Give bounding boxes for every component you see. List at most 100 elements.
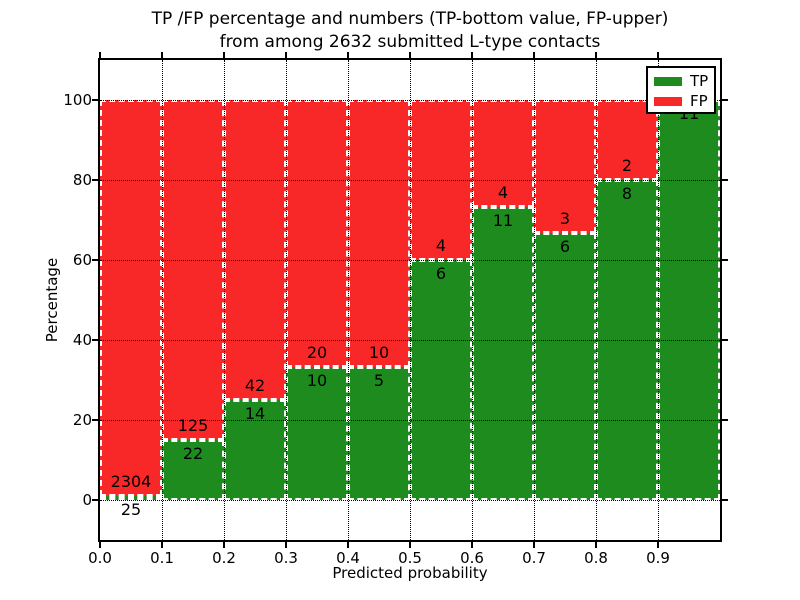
x-tick-label: 0.8 bbox=[584, 549, 608, 567]
chart-title-line2: from among 2632 submitted L-type contact… bbox=[219, 32, 601, 52]
y-tick-mark-right bbox=[720, 499, 728, 501]
fp-count-label: 4 bbox=[497, 182, 509, 202]
fp-count-label: 4 bbox=[435, 236, 447, 255]
y-tick-label: 40 bbox=[72, 331, 92, 349]
x-tick-label: 0.1 bbox=[150, 549, 174, 567]
x-tick-label: 0.3 bbox=[274, 549, 298, 567]
x-axis-label: Predicted probability bbox=[332, 564, 488, 582]
bar-segment-fp bbox=[596, 100, 658, 180]
x-tick-mark-top bbox=[471, 52, 473, 60]
fp-color-swatch bbox=[654, 96, 682, 106]
x-tick-mark-top bbox=[347, 52, 349, 60]
y-tick-mark-right bbox=[720, 179, 728, 181]
bar-segment-tp bbox=[348, 366, 410, 500]
y-tick-mark-right bbox=[720, 339, 728, 341]
x-tick-mark-top bbox=[533, 52, 535, 60]
bar-segment-tp bbox=[100, 495, 162, 500]
x-tick-mark-top bbox=[223, 52, 225, 60]
y-tick-mark-left bbox=[92, 259, 100, 261]
fp-count-label: 3 bbox=[559, 209, 571, 229]
tp-count-label: 6 bbox=[559, 237, 571, 257]
legend: TP FP bbox=[646, 66, 716, 114]
bar-segment-fp bbox=[162, 100, 224, 441]
vertical-gridline bbox=[596, 60, 597, 540]
x-tick-label: 0.4 bbox=[336, 549, 360, 567]
y-tick-mark-left bbox=[92, 99, 100, 101]
x-tick-mark-bottom bbox=[285, 540, 287, 548]
vertical-gridline bbox=[534, 60, 535, 540]
x-tick-label: 0.6 bbox=[460, 549, 484, 567]
legend-label-fp: FP bbox=[690, 92, 708, 110]
y-tick-mark-left bbox=[92, 419, 100, 421]
y-tick-mark-right bbox=[720, 419, 728, 421]
x-tick-mark-bottom bbox=[409, 540, 411, 548]
chart-title-line1: TP /FP percentage and numbers (TP-bottom… bbox=[151, 9, 669, 29]
tp-count-label: 11 bbox=[492, 210, 514, 230]
x-tick-mark-top bbox=[285, 52, 287, 60]
tp-count-label: 10 bbox=[306, 370, 328, 390]
bar-segment-tp bbox=[534, 233, 596, 500]
vertical-gridline bbox=[658, 60, 659, 540]
y-tick-mark-right bbox=[720, 259, 728, 261]
x-tick-label: 0.0 bbox=[88, 549, 112, 567]
x-tick-mark-top bbox=[595, 52, 597, 60]
bar-segment-tp bbox=[162, 440, 224, 500]
x-tick-mark-bottom bbox=[99, 540, 101, 548]
fp-count-label: 2304 bbox=[110, 471, 152, 491]
bar-segment-fp bbox=[534, 100, 596, 234]
x-tick-mark-bottom bbox=[471, 540, 473, 548]
y-tick-mark-left bbox=[92, 339, 100, 341]
y-tick-label: 0 bbox=[82, 491, 92, 509]
vertical-gridline bbox=[224, 60, 225, 540]
tp-count-label: 6 bbox=[435, 264, 447, 283]
tp-count-label: 8 bbox=[621, 184, 633, 203]
tp-count-label: 5 bbox=[373, 370, 385, 390]
legend-item-tp: TP bbox=[654, 71, 708, 91]
tp-count-label: 22 bbox=[182, 444, 204, 464]
x-tick-mark-top bbox=[409, 52, 411, 60]
bar-segment-tp bbox=[224, 400, 286, 500]
x-tick-mark-bottom bbox=[533, 540, 535, 548]
bar-segment-fp bbox=[472, 100, 534, 207]
vertical-gridline bbox=[162, 60, 163, 540]
vertical-gridline bbox=[410, 60, 411, 540]
bar-segment-fp bbox=[348, 100, 410, 367]
x-tick-label: 0.7 bbox=[522, 549, 546, 567]
bar-segment-tp bbox=[472, 206, 534, 500]
legend-label-tp: TP bbox=[690, 72, 709, 90]
vertical-gridline bbox=[472, 60, 473, 540]
tp-color-swatch bbox=[654, 76, 682, 86]
fp-count-label: 125 bbox=[177, 416, 209, 436]
legend-item-fp: FP bbox=[654, 91, 708, 111]
y-tick-label: 100 bbox=[63, 91, 92, 109]
y-tick-label: 60 bbox=[72, 251, 92, 269]
x-tick-label: 0.9 bbox=[646, 549, 670, 567]
x-tick-mark-top bbox=[657, 52, 659, 60]
x-tick-mark-bottom bbox=[161, 540, 163, 548]
bar-segment-fp bbox=[286, 100, 348, 367]
bar-segment-tp bbox=[410, 260, 472, 500]
tp-count-label: 25 bbox=[120, 499, 142, 519]
bar-segment-fp bbox=[224, 100, 286, 400]
x-tick-mark-top bbox=[161, 52, 163, 60]
x-tick-label: 0.2 bbox=[212, 549, 236, 567]
bar-segment-fp bbox=[100, 100, 162, 496]
x-tick-mark-top bbox=[99, 52, 101, 60]
x-tick-mark-bottom bbox=[223, 540, 225, 548]
fp-count-label: 20 bbox=[306, 342, 328, 362]
y-tick-label: 20 bbox=[72, 411, 92, 429]
vertical-gridline bbox=[348, 60, 349, 540]
bar-segment-tp bbox=[286, 366, 348, 500]
y-tick-mark-left bbox=[92, 179, 100, 181]
fp-count-label: 2 bbox=[621, 156, 633, 175]
plot-area: 2304251252242142010105464113628110204060… bbox=[63, 52, 728, 567]
y-tick-label: 80 bbox=[72, 171, 92, 189]
bar-segment-tp bbox=[658, 100, 720, 500]
x-tick-mark-bottom bbox=[347, 540, 349, 548]
y-axis-label: Percentage bbox=[43, 257, 61, 343]
x-tick-mark-bottom bbox=[657, 540, 659, 548]
tp-count-label: 14 bbox=[244, 404, 266, 423]
vertical-gridline bbox=[286, 60, 287, 540]
x-tick-mark-bottom bbox=[595, 540, 597, 548]
